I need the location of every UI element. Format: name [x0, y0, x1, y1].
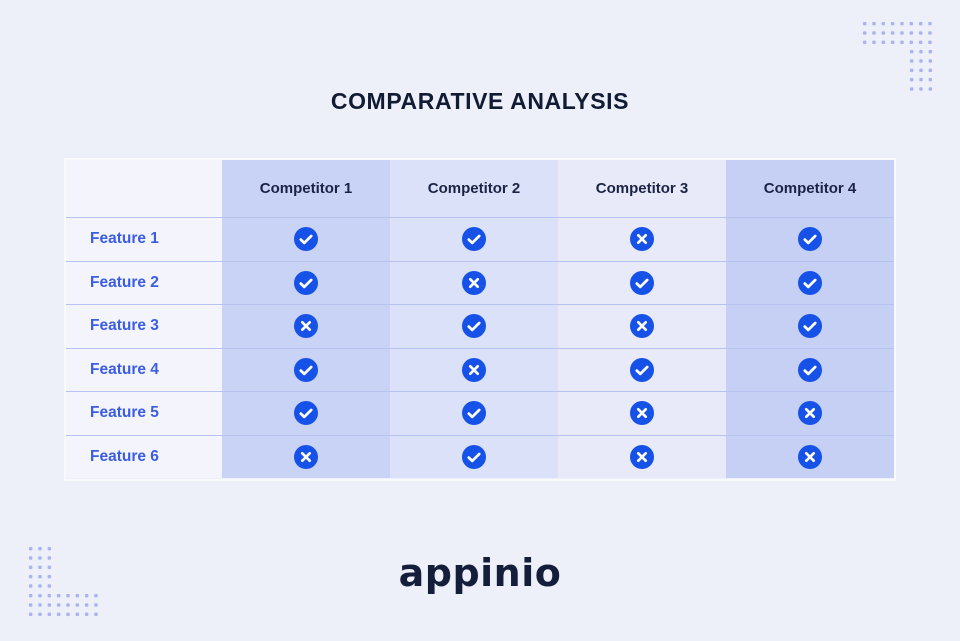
check-circle-icon	[798, 357, 822, 382]
feature-label: Feature 1	[90, 230, 159, 248]
row-label-cell: Feature 6	[66, 435, 222, 478]
check-circle-icon	[462, 314, 486, 339]
table-cell	[726, 435, 894, 478]
table-cell	[222, 261, 390, 304]
table-row-feature-5: Feature 5	[66, 391, 894, 435]
table-cell	[558, 348, 726, 391]
feature-label: Feature 4	[90, 360, 159, 378]
column-header-label: Competitor 1	[259, 180, 353, 197]
check-circle-icon	[462, 444, 486, 469]
table-cell	[558, 392, 726, 435]
row-label-cell: Feature 2	[66, 261, 222, 304]
table-cell	[222, 305, 390, 348]
column-header-competitor-1: Competitor 1	[222, 160, 390, 217]
table-row-feature-3: Feature 3	[66, 304, 894, 348]
column-header-label: Competitor 2	[427, 180, 521, 197]
cross-circle-icon	[630, 227, 654, 252]
table-cell	[390, 392, 558, 435]
table-cell	[222, 392, 390, 435]
cross-circle-icon	[798, 444, 822, 469]
table-cell	[726, 218, 894, 261]
dot-pattern-bottom-left-vertical	[26, 544, 54, 591]
column-header-label: Competitor 3	[595, 180, 689, 197]
column-header-competitor-2: Competitor 2	[390, 160, 558, 217]
check-circle-icon	[294, 227, 318, 252]
check-circle-icon	[462, 227, 486, 252]
feature-label: Feature 6	[90, 447, 159, 465]
cross-circle-icon	[630, 314, 654, 339]
check-circle-icon	[630, 270, 654, 295]
table-cell	[726, 305, 894, 348]
table-row-feature-4: Feature 4	[66, 347, 894, 391]
feature-label: Feature 5	[90, 404, 159, 422]
row-label-cell: Feature 3	[66, 305, 222, 348]
cross-circle-icon	[294, 444, 318, 469]
cross-circle-icon	[462, 270, 486, 295]
table-row-feature-6: Feature 6	[66, 434, 894, 478]
table-cell	[222, 435, 390, 478]
dot-pattern-top-right-horizontal	[860, 19, 935, 47]
check-circle-icon	[798, 270, 822, 295]
table-cell	[726, 261, 894, 304]
cross-circle-icon	[798, 401, 822, 426]
table-cell	[726, 348, 894, 391]
cross-circle-icon	[630, 401, 654, 426]
check-circle-icon	[630, 357, 654, 382]
dot-pattern-top-right-vertical	[907, 47, 935, 94]
check-circle-icon	[294, 357, 318, 382]
feature-label: Feature 3	[90, 317, 159, 335]
table-cell	[390, 218, 558, 261]
cross-circle-icon	[630, 444, 654, 469]
row-label-cell: Feature 1	[66, 218, 222, 261]
row-label-cell: Feature 5	[66, 392, 222, 435]
check-circle-icon	[798, 314, 822, 339]
column-header-label: Competitor 4	[763, 180, 857, 197]
table-cell	[726, 392, 894, 435]
check-circle-icon	[798, 227, 822, 252]
appinio-logo: appinio	[398, 551, 562, 595]
table-row-feature-1: Feature 1	[66, 217, 894, 261]
column-header-competitor-3: Competitor 3	[558, 160, 726, 217]
table-cell	[222, 348, 390, 391]
table-cell	[390, 348, 558, 391]
dot-pattern-bottom-left-horizontal	[26, 591, 101, 619]
feature-label: Feature 2	[90, 273, 159, 291]
page-title: COMPARATIVE ANALYSIS	[330, 88, 630, 114]
table-cell	[558, 261, 726, 304]
table-header-row: Competitor 1 Competitor 2 Competitor 3 C…	[66, 160, 894, 217]
cross-circle-icon	[294, 314, 318, 339]
table-cell	[390, 305, 558, 348]
check-circle-icon	[294, 270, 318, 295]
table-cell	[558, 218, 726, 261]
header-empty-cell	[66, 160, 222, 217]
table-row-feature-2: Feature 2	[66, 260, 894, 304]
table-cell	[390, 435, 558, 478]
cross-circle-icon	[462, 357, 486, 382]
check-circle-icon	[462, 401, 486, 426]
table-cell	[558, 435, 726, 478]
column-header-competitor-4: Competitor 4	[726, 160, 894, 217]
table-cell	[222, 218, 390, 261]
row-label-cell: Feature 4	[66, 348, 222, 391]
table-cell	[558, 305, 726, 348]
check-circle-icon	[294, 401, 318, 426]
table-cell	[390, 261, 558, 304]
comparison-table: Competitor 1 Competitor 2 Competitor 3 C…	[64, 158, 896, 481]
